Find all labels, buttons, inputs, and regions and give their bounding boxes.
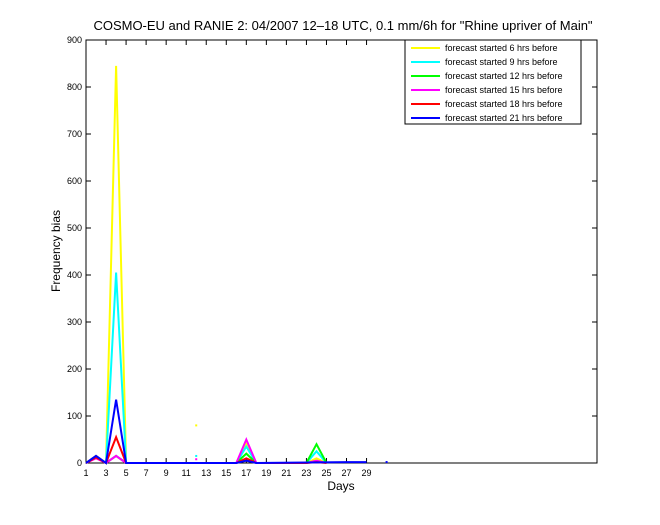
y-tick-label: 700 [67,129,82,139]
y-tick-label: 600 [67,176,82,186]
y-tick-label: 100 [67,411,82,421]
x-tick-label: 15 [221,468,231,478]
x-tick-label: 23 [301,468,311,478]
series-layer [85,65,388,465]
y-axis-ticks: 0 100 200 300 400 500 600 700 800 900 [67,35,597,468]
legend-box [404,39,582,125]
x-tick-label: 29 [362,468,372,478]
x-tick-label: 19 [261,468,271,478]
x-axis-ticks: 1 3 5 7 9 11 13 15 17 19 21 23 25 27 29 [83,40,372,478]
y-tick-label: 300 [67,317,82,327]
x-tick-label: 7 [144,468,149,478]
x-tick-label: 1 [83,468,88,478]
x-tick-label: 11 [182,468,191,478]
y-tick-label: 0 [77,458,82,468]
isolated-point-2 [195,458,198,461]
legend-label-5: forecast started 21 hrs before [445,113,563,123]
x-tick-label: 9 [164,468,169,478]
legend-label-2: forecast started 12 hrs before [445,71,563,81]
y-tick-label: 200 [67,364,82,374]
x-tick-label: 5 [124,468,129,478]
legend-label-1: forecast started 9 hrs before [445,57,558,67]
x-tick-label: 17 [241,468,251,478]
legend-label-4: forecast started 18 hrs before [445,99,563,109]
y-tick-label: 400 [67,270,82,280]
series-line-5 [85,399,367,465]
legend-label-0: forecast started 6 hrs before [445,43,558,53]
y-tick-label: 500 [67,223,82,233]
x-tick-label: 3 [104,468,109,478]
y-axis-label: Frequency bias [49,210,63,292]
x-tick-label: 21 [281,468,291,478]
y-tick-label: 800 [67,82,82,92]
y-tick-label: 900 [67,35,82,45]
isolated-point-3 [385,461,388,464]
isolated-point-1 [195,454,198,457]
chart-title: COSMO-EU and RANIE 2: 04/2007 12–18 UTC,… [93,18,592,33]
x-tick-label: 27 [342,468,352,478]
x-tick-label: 25 [321,468,331,478]
x-tick-label: 13 [201,468,211,478]
legend: forecast started 6 hrs before forecast st… [404,39,582,125]
legend-label-3: forecast started 15 hrs before [445,85,563,95]
x-axis-label: Days [327,479,354,493]
isolated-point-0 [195,424,198,427]
